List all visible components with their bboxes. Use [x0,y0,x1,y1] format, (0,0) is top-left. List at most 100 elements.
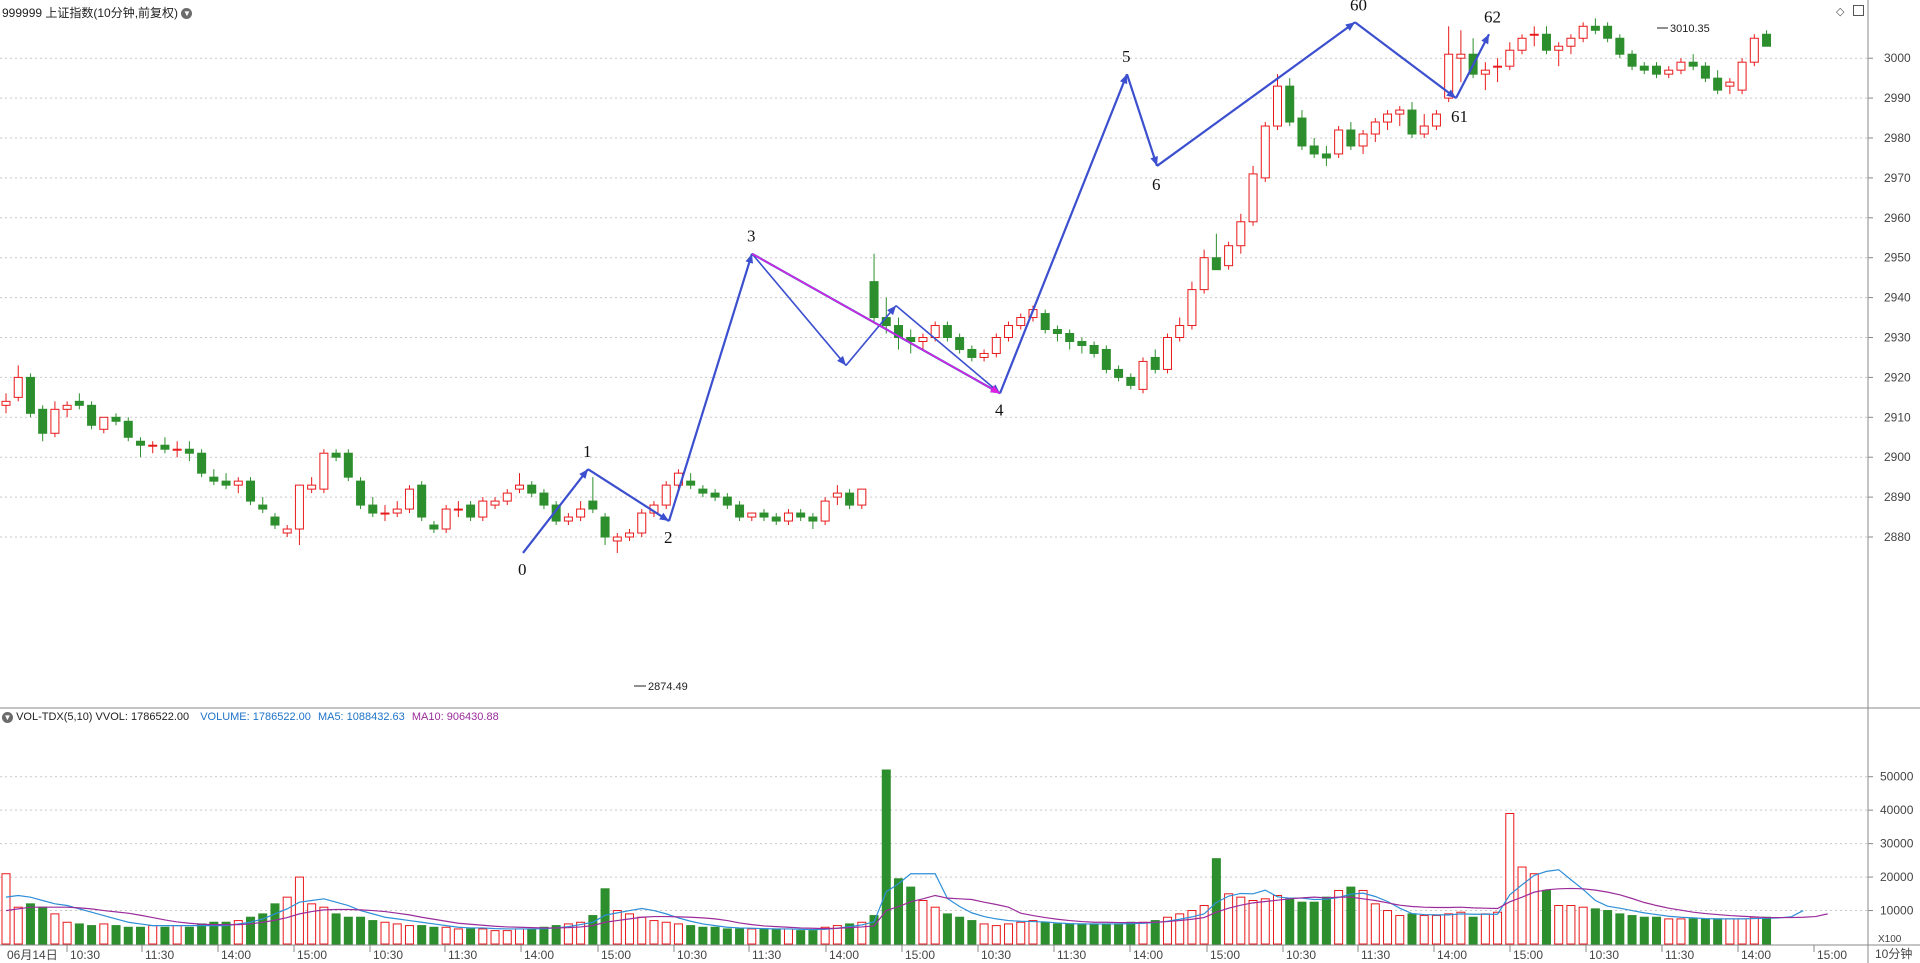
candle [1395,106,1405,127]
candle-body [1089,344,1099,354]
wave-label: 3 [747,227,756,246]
price-tick-label: 2900 [1884,450,1911,464]
candle [1065,329,1075,350]
volume-bar [1749,916,1759,945]
candle-body [1529,33,1539,36]
candle-body [50,408,60,434]
volume-bar [441,926,451,945]
volume-indicator-name[interactable]: VOL-TDX(5,10) [16,711,93,723]
volume-bar [1334,889,1344,945]
candle-body [514,484,524,490]
candle [1,393,11,414]
volume-bar [1407,913,1417,945]
volume-bar [294,876,304,945]
candle [1762,30,1772,47]
candle [246,477,256,506]
candle [1101,345,1111,374]
candle-body [148,444,158,447]
candle-body [490,500,500,506]
time-tick-label: 14:00 [524,948,554,962]
volume-bar [233,920,243,945]
candle-body [869,281,879,319]
wave-label: 5 [1122,47,1131,66]
candle-body [979,352,989,358]
volume-bar [417,925,427,945]
volume-bar [429,926,439,945]
volume-bar [514,928,524,945]
volume-bar [478,928,488,945]
candle-body [307,484,317,490]
volume-bar [1150,920,1160,945]
candle-body [282,528,292,534]
candle-body [576,508,586,518]
candle [539,489,549,510]
candle [1077,337,1087,354]
candle-body [1688,61,1698,67]
candle-body [1004,325,1014,338]
time-tick-label: 06月14日 [7,948,58,962]
time-tick-label: 11:30 [145,948,174,962]
candle [600,513,610,545]
candle-body [906,337,916,342]
wave-label: 1 [583,442,592,461]
candle [1554,42,1564,67]
candle [38,405,48,442]
candle [820,497,830,526]
volume-bar [1444,913,1454,945]
window-toggle-icon[interactable] [1853,5,1864,16]
candle [1627,50,1637,71]
volume-bar [1004,923,1014,945]
candle-body [429,524,439,530]
volume-bar [612,910,622,945]
candle [490,497,500,510]
candle-body [1762,33,1772,47]
candle-body [356,480,366,506]
candle [796,509,806,522]
candle-body [246,480,256,502]
candle-body [625,532,635,538]
chevron-down-icon[interactable]: ▼ [2,711,13,723]
candle-body [1590,25,1600,31]
candle-body [1260,125,1270,179]
volume-bar [392,923,402,945]
candle [1358,130,1368,154]
time-tick-label: 11:30 [1361,948,1390,962]
volume-bar [1028,920,1038,945]
ma10-value: MA10: 906430.88 [411,711,499,723]
volume-bar [1578,906,1588,945]
volume-bar [686,925,696,945]
volume-bar [99,923,109,945]
pink-trend-line [751,253,1001,394]
volume-bar [1664,918,1674,945]
candle-body [1138,360,1148,390]
volume-bar [918,900,928,945]
candle-body [160,444,170,450]
candle [380,505,390,522]
time-tick-label: 14:00 [1437,948,1467,962]
volume-bar [551,925,561,945]
period-label[interactable]: 10分钟 [1875,946,1912,961]
candle-layer [1,18,1772,553]
volume-bar [1700,918,1710,945]
candle-body [1578,25,1588,39]
volume-bar [319,906,329,945]
candle-body [111,416,121,422]
candle [1664,66,1674,79]
volume-unit-label: X100 [1878,934,1902,945]
candle [1334,126,1344,158]
candle-body [1713,77,1723,91]
volume-bar [404,925,414,945]
candle [1040,309,1050,334]
volume-bar [1211,858,1221,945]
candle-body [710,492,720,498]
volume-bar [698,926,708,945]
chevron-down-icon[interactable]: ▼ [181,8,193,20]
diamond-icon[interactable]: ◇ [1836,6,1845,18]
candle [50,401,60,438]
candle [404,485,414,514]
wave-label: 0 [518,560,527,579]
volume-bar [1529,873,1539,945]
volume-bar [1101,923,1111,945]
volume-bar [1652,916,1662,945]
